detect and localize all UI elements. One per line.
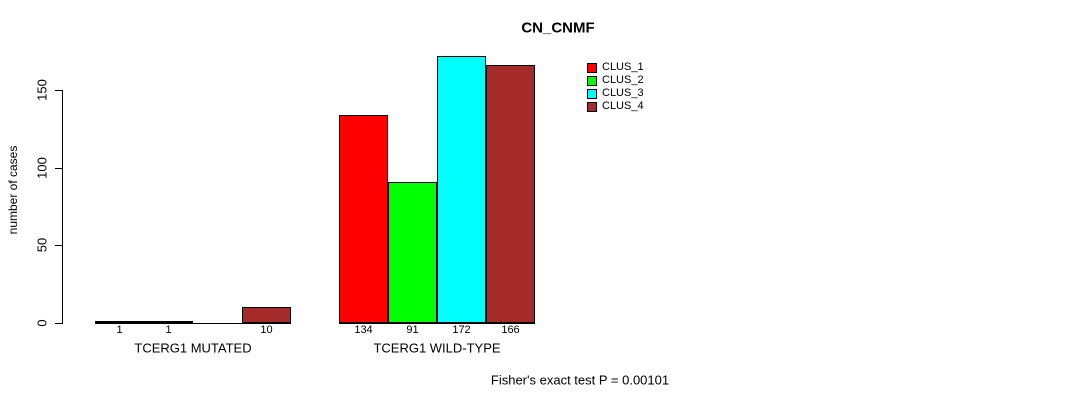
bar-clus_2 bbox=[144, 321, 193, 323]
bar-clus_1 bbox=[95, 321, 144, 323]
y-axis-label: number of cases bbox=[6, 145, 20, 235]
legend-swatch-clus_4 bbox=[587, 101, 597, 112]
legend-item-label: CLUS_4 bbox=[602, 100, 644, 112]
bar-clus_2 bbox=[388, 182, 437, 323]
legend-item-label: CLUS_1 bbox=[602, 61, 644, 73]
legend-item-label: CLUS_3 bbox=[602, 87, 644, 99]
y-axis-line bbox=[62, 90, 63, 324]
y-tick-mark bbox=[55, 168, 62, 169]
legend-swatch-clus_2 bbox=[587, 75, 597, 86]
bar-value-label: 134 bbox=[354, 324, 373, 336]
bar-value-label: 1 bbox=[116, 324, 123, 336]
y-tick-label: 0 bbox=[34, 319, 50, 327]
bar-value-label: 1 bbox=[165, 324, 172, 336]
bar-clus_4 bbox=[242, 307, 291, 323]
y-tick-mark bbox=[55, 245, 62, 246]
y-tick-label: 100 bbox=[34, 157, 50, 179]
legend-swatch-clus_1 bbox=[587, 62, 597, 73]
chart-title: CN_CNMF bbox=[521, 19, 595, 37]
group-baseline bbox=[339, 323, 535, 324]
legend-item: CLUS_4 bbox=[587, 100, 644, 113]
y-tick-mark bbox=[55, 323, 62, 324]
bar-clus_3 bbox=[437, 56, 486, 323]
legend-item: CLUS_2 bbox=[587, 74, 644, 87]
y-tick-label: 50 bbox=[34, 237, 50, 253]
bar-value-label: 10 bbox=[260, 324, 273, 336]
legend-swatch-clus_3 bbox=[587, 88, 597, 99]
y-tick-label: 150 bbox=[34, 79, 50, 101]
y-tick-mark bbox=[55, 90, 62, 91]
group-label: TCERG1 MUTATED bbox=[134, 340, 252, 356]
bar-clus_4 bbox=[486, 65, 535, 323]
group-baseline bbox=[95, 323, 291, 324]
legend-item-label: CLUS_2 bbox=[602, 74, 644, 86]
legend-item: CLUS_1 bbox=[587, 61, 644, 74]
group-label: TCERG1 WILD-TYPE bbox=[373, 340, 501, 356]
fisher-test-annotation: Fisher's exact test P = 0.00101 bbox=[490, 372, 670, 388]
legend: CLUS_1 CLUS_2 CLUS_3 CLUS_4 bbox=[587, 61, 644, 113]
bar-value-label: 172 bbox=[452, 324, 471, 336]
bar-clus_1 bbox=[339, 115, 388, 323]
bar-value-label: 166 bbox=[501, 324, 520, 336]
bar-value-label: 91 bbox=[406, 324, 419, 336]
legend-item: CLUS_3 bbox=[587, 87, 644, 100]
